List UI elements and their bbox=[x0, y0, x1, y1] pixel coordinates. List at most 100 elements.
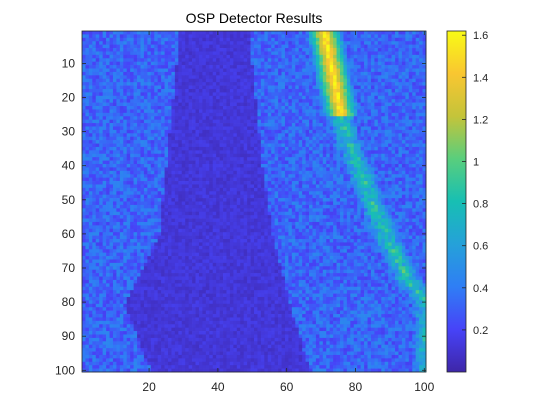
heatmap-cell bbox=[333, 41, 337, 45]
heatmap-cell bbox=[329, 184, 334, 189]
heatmap-cell bbox=[254, 157, 258, 161]
heatmap-cell bbox=[264, 160, 269, 165]
heatmap-cell bbox=[168, 61, 172, 66]
heatmap-cell bbox=[264, 129, 269, 134]
heatmap-cell bbox=[137, 174, 141, 178]
heatmap-cell bbox=[264, 92, 269, 97]
heatmap-cell bbox=[264, 34, 269, 39]
heatmap-cell bbox=[340, 129, 344, 134]
heatmap-cell bbox=[192, 54, 196, 59]
heatmap-cell bbox=[161, 102, 165, 107]
heatmap-cell bbox=[350, 58, 355, 63]
heatmap-cell bbox=[254, 136, 258, 141]
heatmap-cell bbox=[236, 187, 241, 192]
heatmap-cell bbox=[405, 75, 410, 80]
heatmap-cell bbox=[240, 174, 245, 178]
heatmap-cell bbox=[401, 68, 406, 73]
heatmap-cell bbox=[364, 181, 368, 185]
heatmap-cell bbox=[374, 61, 379, 66]
heatmap-cell bbox=[326, 160, 331, 165]
heatmap-cell bbox=[205, 85, 210, 90]
heatmap-cell bbox=[240, 71, 245, 76]
heatmap-cell bbox=[209, 123, 214, 127]
heatmap-cell bbox=[195, 160, 200, 165]
heatmap-cell bbox=[395, 54, 399, 59]
heatmap-cell bbox=[243, 160, 248, 165]
heatmap-cell bbox=[419, 194, 423, 199]
heatmap-cell bbox=[305, 88, 310, 93]
heatmap-cell bbox=[309, 191, 313, 196]
heatmap-cell bbox=[205, 48, 210, 52]
heatmap-cell bbox=[88, 61, 93, 66]
heatmap-cell bbox=[178, 34, 183, 39]
heatmap-cell bbox=[205, 71, 210, 76]
heatmap-cell bbox=[109, 44, 114, 49]
heatmap-cell bbox=[109, 65, 114, 69]
heatmap-cell bbox=[374, 34, 379, 39]
heatmap-cell bbox=[250, 153, 255, 158]
heatmap-cell bbox=[116, 92, 121, 97]
heatmap-cell bbox=[401, 85, 406, 90]
heatmap-cell bbox=[353, 54, 358, 59]
heatmap-cell bbox=[312, 106, 317, 110]
heatmap-cell bbox=[257, 146, 262, 151]
heatmap-cell bbox=[333, 54, 337, 59]
heatmap-cell bbox=[260, 177, 265, 182]
heatmap-cell bbox=[198, 170, 203, 175]
heatmap-cell bbox=[154, 82, 159, 86]
heatmap-cell bbox=[161, 136, 165, 141]
heatmap-cell bbox=[109, 48, 114, 52]
heatmap-cell bbox=[305, 129, 310, 134]
heatmap-cell bbox=[350, 194, 355, 199]
heatmap-cell bbox=[161, 106, 165, 110]
heatmap-cell bbox=[82, 181, 86, 185]
heatmap-cell bbox=[412, 146, 417, 151]
heatmap-cell bbox=[288, 143, 293, 148]
heatmap-cell bbox=[284, 78, 289, 83]
heatmap-cell bbox=[178, 44, 183, 49]
heatmap-cell bbox=[381, 78, 386, 83]
heatmap-cell bbox=[157, 82, 162, 86]
heatmap-cell bbox=[126, 41, 131, 45]
heatmap-cell bbox=[126, 146, 131, 151]
heatmap-cell bbox=[229, 34, 234, 39]
heatmap-cell bbox=[384, 88, 389, 93]
heatmap-cell bbox=[274, 174, 279, 178]
heatmap-cell bbox=[267, 181, 272, 185]
heatmap-cell bbox=[315, 136, 320, 141]
heatmap-cell bbox=[164, 51, 169, 56]
heatmap-cell bbox=[381, 123, 386, 127]
heatmap-cell bbox=[412, 102, 417, 107]
heatmap-cell bbox=[209, 174, 214, 178]
heatmap-cell bbox=[229, 140, 234, 144]
heatmap-cell bbox=[271, 88, 275, 93]
heatmap-cell bbox=[412, 109, 417, 114]
heatmap-cell bbox=[326, 123, 331, 127]
heatmap-cell bbox=[412, 95, 417, 100]
heatmap-cell bbox=[243, 58, 248, 63]
heatmap-cell bbox=[212, 44, 217, 49]
heatmap-cell bbox=[106, 194, 110, 199]
heatmap-cell bbox=[209, 65, 214, 69]
heatmap-cell bbox=[353, 102, 358, 107]
heatmap-cell bbox=[229, 177, 234, 182]
heatmap-cell bbox=[236, 109, 241, 114]
heatmap-cell bbox=[260, 167, 265, 172]
heatmap-cell bbox=[401, 54, 406, 59]
heatmap-cell bbox=[116, 51, 121, 56]
heatmap-cell bbox=[329, 126, 334, 131]
heatmap-cell bbox=[202, 123, 207, 127]
heatmap-cell bbox=[281, 177, 286, 182]
heatmap-cell bbox=[274, 126, 279, 131]
heatmap-cell bbox=[295, 181, 300, 185]
heatmap-cell bbox=[198, 71, 203, 76]
heatmap-cell bbox=[212, 95, 217, 100]
heatmap-cell bbox=[284, 129, 289, 134]
heatmap-cell bbox=[157, 44, 162, 49]
heatmap-cell bbox=[226, 58, 231, 63]
heatmap-cell bbox=[112, 140, 117, 144]
heatmap-cell bbox=[281, 143, 286, 148]
heatmap-cell bbox=[329, 58, 334, 63]
heatmap-cell bbox=[92, 34, 97, 39]
heatmap-cell bbox=[130, 106, 134, 110]
